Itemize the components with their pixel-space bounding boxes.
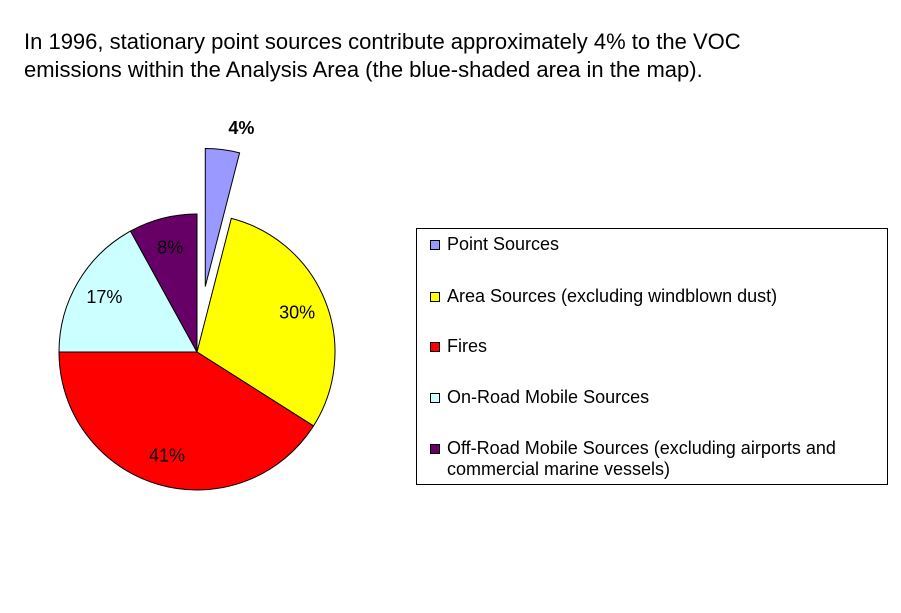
pie-slice [204,148,241,287]
chart-legend: Point Sources Area Sources (excluding wi… [416,228,888,485]
pie-slice-label: 17% [86,287,122,307]
legend-swatch [430,240,440,250]
legend-item-point-sources: Point Sources [430,234,877,255]
pie-slice-label: 30% [279,302,315,322]
legend-label: Area Sources (excluding windblown dust) [447,286,778,306]
pie-slice [58,351,315,491]
pie-slice [58,230,198,353]
legend-item-off-road-mobile: Off-Road Mobile Sources (excluding airpo… [430,438,877,480]
legend-item-area-sources: Area Sources (excluding windblown dust) [430,286,877,307]
legend-label: Fires [447,336,487,356]
pie-labels: 4% 30% 41% 17% 8% [86,118,315,466]
headline-line-2: emissions within the Analysis Area (the … [24,57,703,82]
legend-label: On-Road Mobile Sources [447,387,650,407]
legend-item-fires: Fires [430,336,877,357]
headline-text: In 1996, stationary point sources contri… [24,28,884,84]
legend-label: Off-Road Mobile Sources (excluding airpo… [447,438,836,479]
legend-swatch [430,292,440,302]
pie-slice [129,213,198,353]
pie-slices [58,148,336,491]
pie-slice-label: 4% [228,118,254,138]
pie-slice [196,217,336,427]
legend-item-on-road-mobile: On-Road Mobile Sources [430,387,877,408]
pie-slice-label: 41% [149,445,185,465]
legend-swatch [430,444,440,454]
legend-swatch [430,342,440,352]
legend-swatch [430,393,440,403]
headline-line-1: In 1996, stationary point sources contri… [24,29,741,54]
pie-slice-label: 8% [157,238,183,258]
legend-label: Point Sources [447,234,560,254]
